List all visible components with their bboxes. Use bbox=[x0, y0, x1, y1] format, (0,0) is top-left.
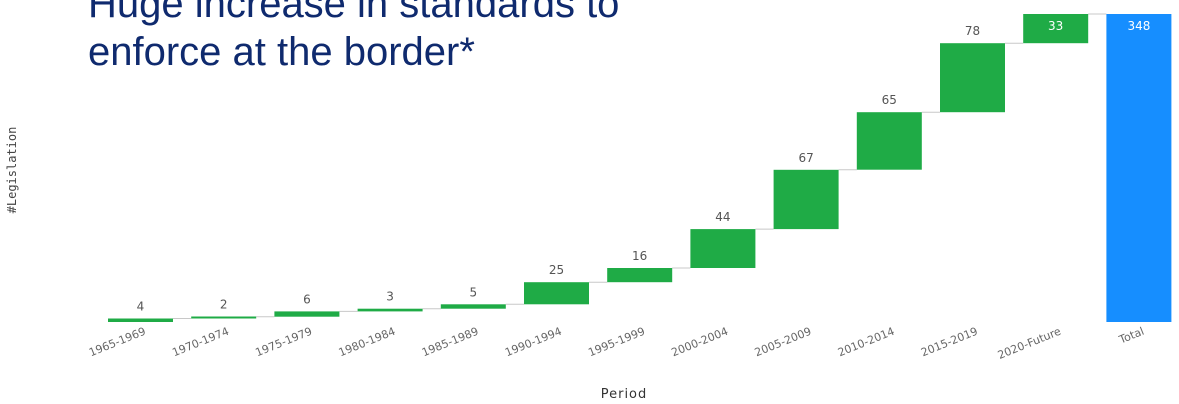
x-tick-label: 2015-2019 bbox=[919, 325, 979, 360]
bar-1990-1994 bbox=[524, 282, 589, 305]
value-label: 33 bbox=[1048, 19, 1063, 33]
x-tick-label: 2000-2004 bbox=[670, 325, 730, 360]
bar-2015-2019 bbox=[940, 43, 1005, 113]
value-label: 44 bbox=[715, 210, 730, 224]
value-label: 67 bbox=[798, 151, 813, 165]
slide-title-line-1: Huge increase in standards to bbox=[88, 0, 620, 26]
x-tick-label: 2010-2014 bbox=[836, 325, 896, 360]
bar-1995-1999 bbox=[607, 268, 673, 283]
value-label: 348 bbox=[1127, 19, 1150, 33]
bar-1985-1989 bbox=[440, 304, 506, 309]
y-axis-title: #Legislation bbox=[5, 127, 19, 214]
bars-group bbox=[108, 14, 1172, 322]
bar-2000-2004 bbox=[690, 229, 756, 268]
x-axis-title: Period bbox=[601, 387, 648, 402]
bar-1975-1979 bbox=[274, 311, 340, 317]
bar-1970-1974 bbox=[191, 316, 257, 319]
connector-lines bbox=[173, 13, 1107, 319]
x-tick-label: 2005-2009 bbox=[753, 325, 813, 360]
x-tick-label: 1995-1999 bbox=[586, 325, 646, 360]
bar-2010-2014 bbox=[856, 112, 922, 170]
x-tick-label: 1980-1984 bbox=[337, 325, 397, 360]
x-tick-label: 1965-1969 bbox=[87, 325, 147, 360]
bar-1980-1984 bbox=[357, 308, 423, 312]
value-labels-group: 4 2 6 3 5 25 16 44 67 65 78 33 348 bbox=[137, 19, 1151, 314]
x-tick-label: 1970-1974 bbox=[170, 325, 230, 360]
x-tick-label: Total bbox=[1116, 325, 1146, 347]
bar-total bbox=[1106, 14, 1172, 322]
value-label: 2 bbox=[220, 298, 228, 312]
value-label: 65 bbox=[882, 93, 897, 107]
value-label: 4 bbox=[137, 300, 145, 314]
value-label: 3 bbox=[386, 290, 394, 304]
x-tick-label: 1985-1989 bbox=[420, 325, 480, 360]
bar-1965-1969 bbox=[108, 318, 173, 322]
value-label: 5 bbox=[469, 285, 477, 299]
x-tick-label: 1975-1979 bbox=[254, 325, 314, 360]
x-tick-labels-group: 1965-1969 1970-1974 1975-1979 1980-1984 1985… bbox=[87, 325, 1146, 362]
x-tick-label: 2020-Future bbox=[996, 325, 1063, 362]
value-label: 78 bbox=[965, 24, 980, 38]
value-label: 6 bbox=[303, 292, 311, 306]
x-tick-label: 1990-1994 bbox=[503, 325, 563, 360]
bar-2005-2009 bbox=[773, 169, 839, 230]
value-label: 16 bbox=[632, 249, 647, 263]
slide-title-line-2: enforce at the border* bbox=[88, 30, 475, 74]
value-label: 25 bbox=[549, 263, 564, 277]
bar-2020-future bbox=[1023, 14, 1089, 44]
slide-title: Huge increase in standards to enforce at… bbox=[88, 0, 848, 76]
